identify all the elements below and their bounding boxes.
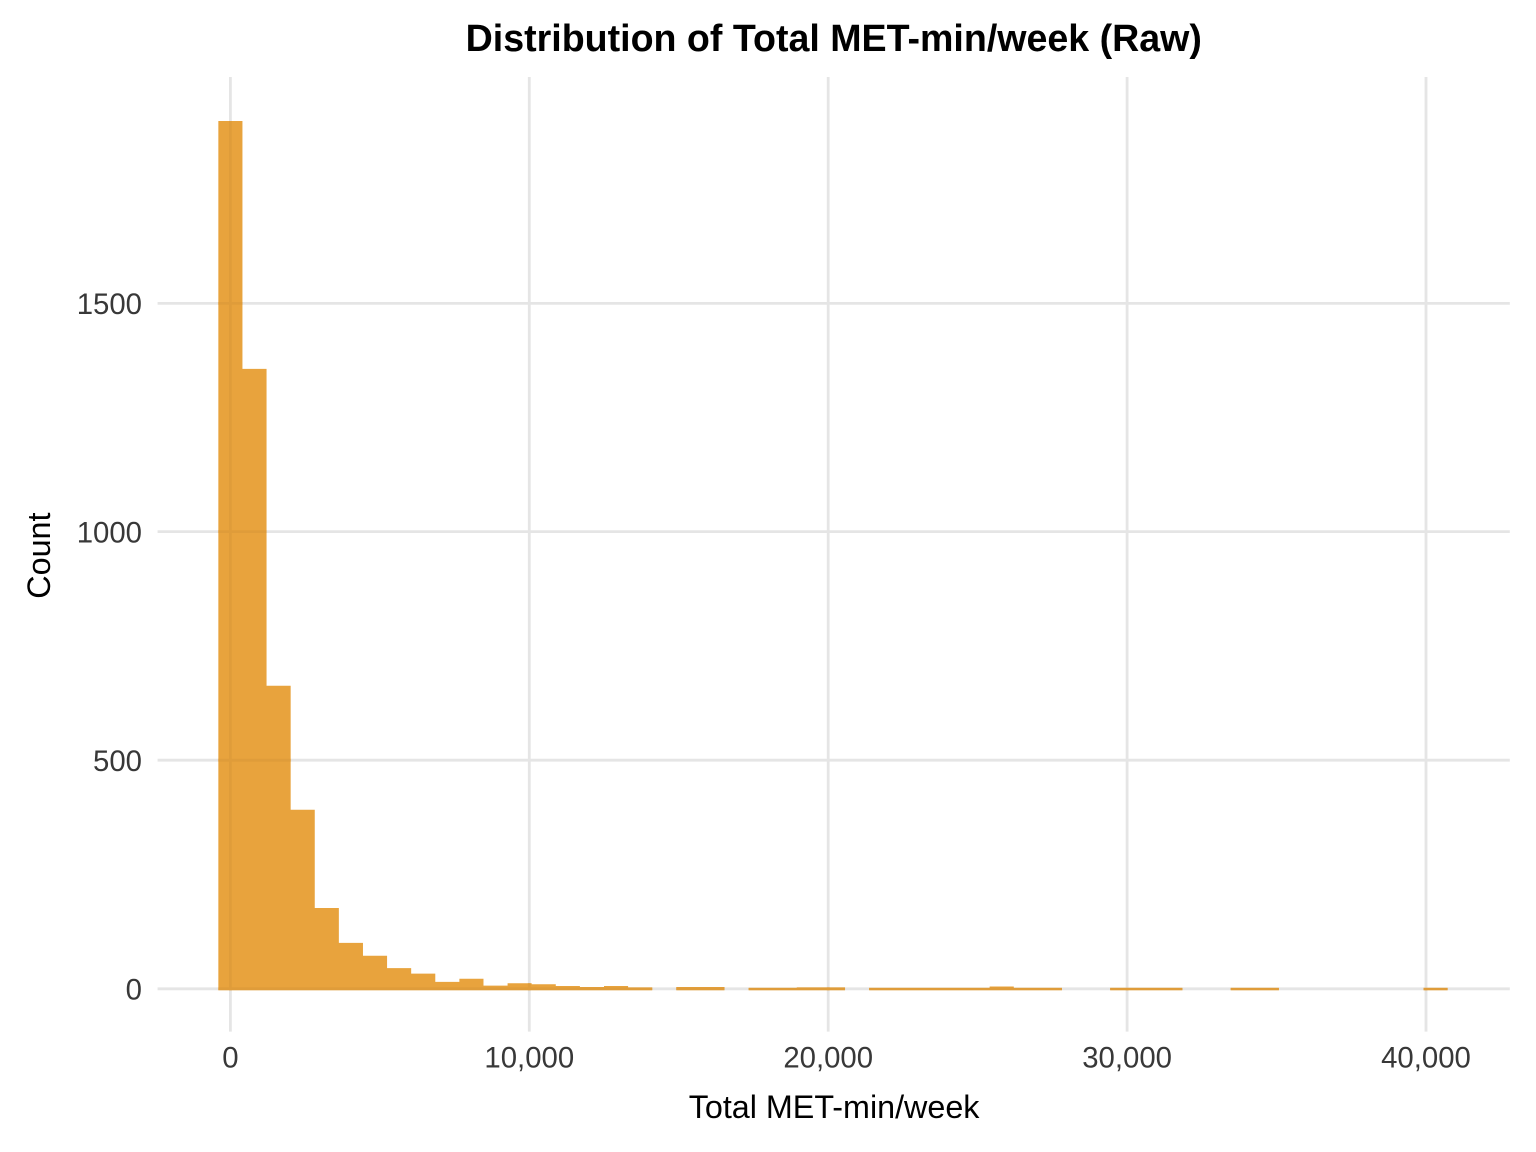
svg-text:20,000: 20,000	[783, 1042, 873, 1075]
svg-text:0: 0	[222, 1042, 238, 1075]
svg-text:500: 500	[93, 745, 142, 778]
svg-text:1000: 1000	[77, 516, 142, 549]
svg-text:1500: 1500	[77, 288, 142, 321]
svg-text:Total MET-min/week: Total MET-min/week	[689, 1089, 981, 1125]
svg-text:Distribution of Total MET-min/: Distribution of Total MET-min/week (Raw)	[466, 17, 1202, 59]
svg-text:40,000: 40,000	[1381, 1042, 1471, 1075]
svg-text:Count: Count	[21, 512, 57, 598]
svg-text:10,000: 10,000	[484, 1042, 574, 1075]
svg-text:30,000: 30,000	[1082, 1042, 1172, 1075]
svg-text:0: 0	[126, 974, 142, 1007]
